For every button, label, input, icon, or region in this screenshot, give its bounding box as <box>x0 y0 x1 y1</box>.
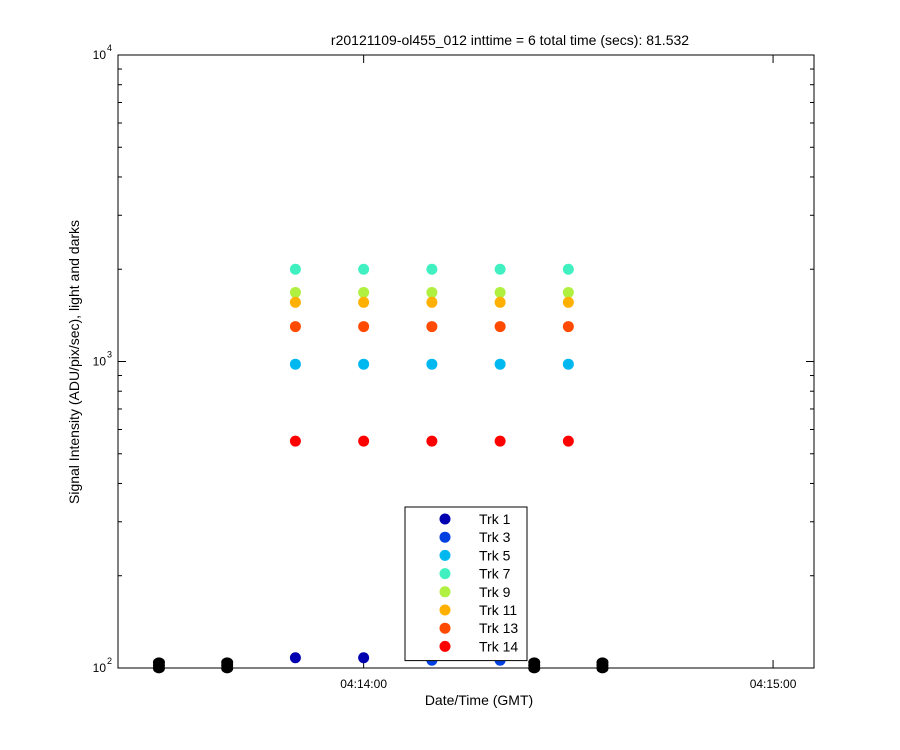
dark-frame-point <box>596 663 609 674</box>
trk-5-point <box>426 358 438 370</box>
trk-14-point <box>358 435 370 447</box>
trk-13-point <box>562 321 574 333</box>
trk-11-point <box>562 296 574 308</box>
trk-1-point <box>358 652 370 664</box>
trk-11-point <box>358 296 370 308</box>
y-tick-exponent: 3 <box>107 350 112 360</box>
trk-9-point <box>358 286 370 298</box>
legend-marker-trk-3 <box>439 531 451 543</box>
legend-label-trk-13: Trk 13 <box>479 620 518 636</box>
trk-9-point <box>426 286 438 298</box>
x-tick-label: 04:14:00 <box>340 677 387 691</box>
trk-13-point <box>289 321 301 333</box>
y-tick-exponent: 4 <box>107 43 112 53</box>
y-tick-label: 10 <box>93 355 107 369</box>
y-tick-exponent: 2 <box>107 656 112 666</box>
trk-7-point <box>562 263 574 275</box>
legend-marker-trk-9 <box>439 586 451 598</box>
trk-11-point <box>494 296 506 308</box>
trk-5-point <box>289 358 301 370</box>
legend-label-trk-1: Trk 1 <box>479 511 511 527</box>
legend-marker-trk-7 <box>439 568 451 580</box>
legend-marker-trk-11 <box>439 604 451 616</box>
legend-box <box>404 506 528 662</box>
legend-label-trk-14: Trk 14 <box>479 638 518 654</box>
trk-7-point <box>289 263 301 275</box>
trk-7-point <box>494 263 506 275</box>
legend-marker-trk-5 <box>439 549 451 561</box>
trk-5-point <box>494 358 506 370</box>
x-axis-label: Date/Time (GMT) <box>425 692 533 708</box>
trk-14-point <box>289 435 301 447</box>
trk-14-point <box>426 435 438 447</box>
trk-7-point <box>426 263 438 275</box>
y-tick-label: 10 <box>93 48 107 62</box>
y-axis-label: Signal Intensity (ADU/pix/sec), light an… <box>66 220 82 504</box>
trk-11-point <box>426 296 438 308</box>
trk-7-point <box>358 263 370 275</box>
trk-11-point <box>289 296 301 308</box>
dark-frame-point <box>152 663 165 674</box>
trk-9-point <box>562 286 574 298</box>
dark-frame-point <box>528 663 541 674</box>
dark-frame-point <box>221 663 234 674</box>
trk-1-point <box>289 652 301 664</box>
legend-label-trk-11: Trk 11 <box>479 602 517 618</box>
legend-marker-trk-14 <box>439 640 451 652</box>
legend-marker-trk-1 <box>439 513 451 525</box>
trk-13-point <box>358 321 370 333</box>
trk-5-point <box>562 358 574 370</box>
legend-label-trk-3: Trk 3 <box>479 529 511 545</box>
chart-title: r20121109-ol455_012 inttime = 6 total ti… <box>331 32 689 48</box>
trk-14-point <box>494 435 506 447</box>
x-tick-label: 04:15:00 <box>750 677 797 691</box>
legend-label-trk-5: Trk 5 <box>479 547 511 563</box>
trk-14-point <box>562 435 574 447</box>
trk-9-point <box>494 286 506 298</box>
legend-label-trk-7: Trk 7 <box>479 566 511 582</box>
legend-marker-trk-13 <box>439 622 451 634</box>
trk-9-point <box>289 286 301 298</box>
trk-13-point <box>494 321 506 333</box>
legend-label-trk-9: Trk 9 <box>479 584 511 600</box>
trk-5-point <box>358 358 370 370</box>
trk-13-point <box>426 321 438 333</box>
y-tick-label: 10 <box>93 661 107 675</box>
